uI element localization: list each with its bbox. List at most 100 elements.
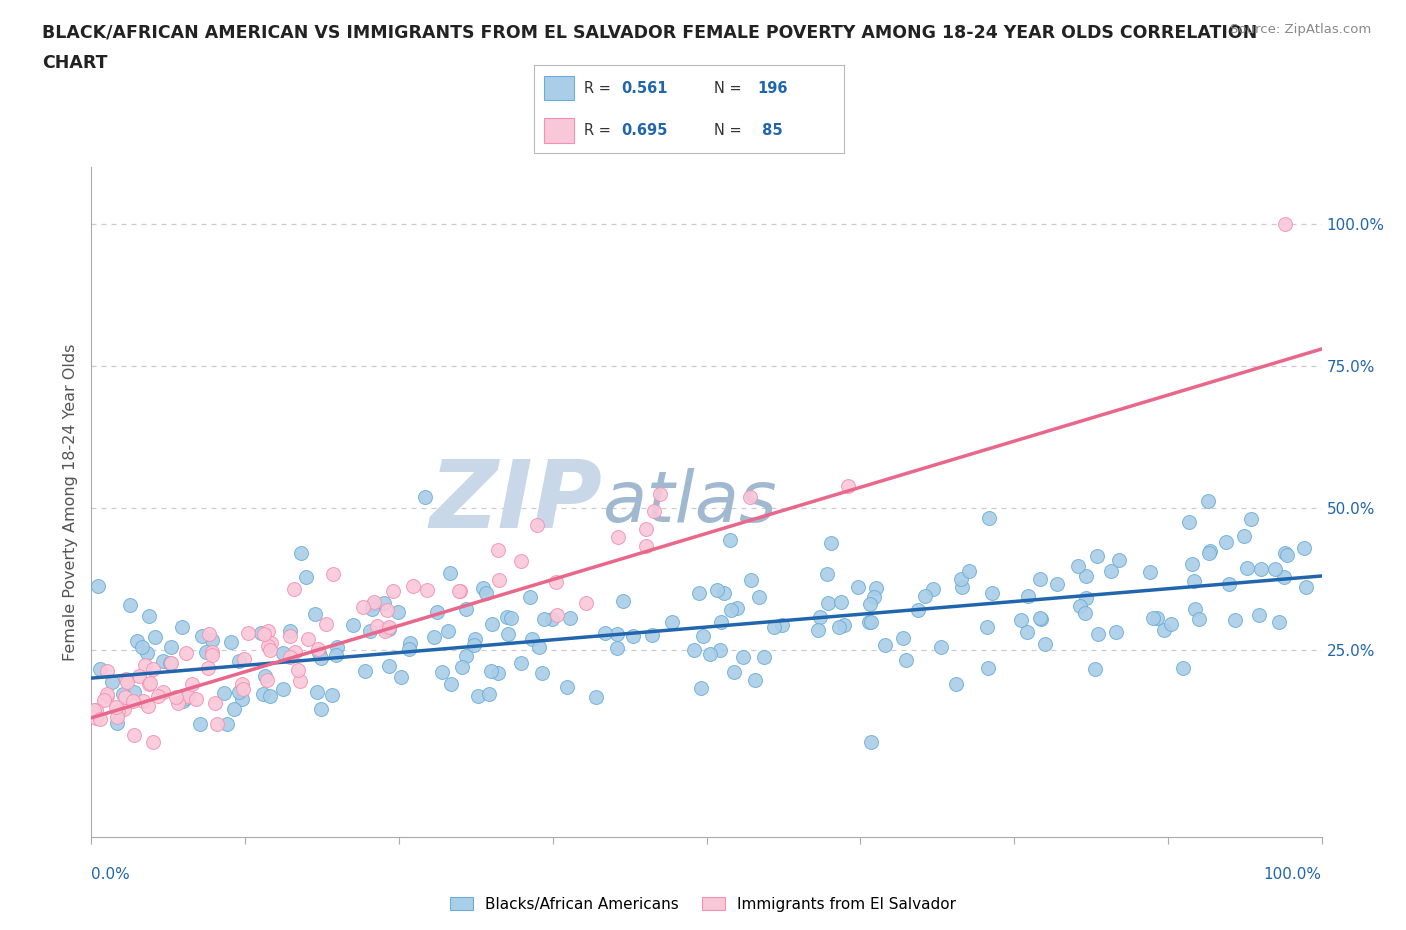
Point bbox=[710, 615, 733, 630]
Point bbox=[139, 676, 162, 691]
Point bbox=[832, 618, 855, 632]
Point bbox=[121, 694, 143, 709]
Point bbox=[236, 625, 259, 640]
Point bbox=[475, 586, 498, 601]
Point bbox=[1033, 637, 1056, 652]
Point bbox=[682, 643, 704, 658]
Point bbox=[87, 578, 110, 593]
Point bbox=[450, 659, 472, 674]
Point bbox=[1074, 591, 1097, 605]
Point bbox=[273, 682, 295, 697]
Point bbox=[752, 650, 775, 665]
Y-axis label: Female Poverty Among 18-24 Year Olds: Female Poverty Among 18-24 Year Olds bbox=[63, 343, 79, 661]
Point bbox=[689, 680, 711, 695]
Point bbox=[198, 626, 221, 641]
Point bbox=[295, 570, 318, 585]
Point bbox=[1017, 624, 1039, 639]
Point bbox=[1233, 529, 1256, 544]
Point bbox=[1275, 548, 1298, 563]
Point bbox=[865, 580, 887, 595]
Point bbox=[606, 529, 628, 544]
Point bbox=[1188, 611, 1211, 626]
Point bbox=[257, 624, 280, 639]
Point bbox=[148, 688, 170, 703]
Point bbox=[398, 636, 420, 651]
Point bbox=[1236, 561, 1258, 576]
Point bbox=[481, 663, 503, 678]
Point bbox=[252, 686, 274, 701]
Point bbox=[181, 677, 204, 692]
Point bbox=[526, 518, 548, 533]
Point bbox=[1247, 608, 1270, 623]
Point bbox=[1198, 546, 1220, 561]
Point bbox=[423, 630, 446, 644]
Point bbox=[131, 640, 153, 655]
Text: atlas: atlas bbox=[602, 468, 776, 537]
Point bbox=[463, 637, 485, 652]
Point bbox=[290, 545, 312, 560]
Point bbox=[278, 650, 301, 665]
Point bbox=[621, 629, 644, 644]
Point bbox=[184, 691, 207, 706]
Point bbox=[138, 677, 160, 692]
Point bbox=[1182, 574, 1205, 589]
Point bbox=[308, 645, 330, 660]
Point bbox=[546, 607, 568, 622]
Point bbox=[1099, 564, 1122, 578]
Point bbox=[361, 597, 384, 612]
Point bbox=[858, 614, 880, 629]
Point bbox=[510, 655, 533, 670]
Point bbox=[558, 610, 581, 625]
Point bbox=[152, 653, 174, 668]
Point bbox=[440, 676, 463, 691]
Point bbox=[413, 490, 436, 505]
Point bbox=[495, 610, 517, 625]
Point bbox=[606, 640, 628, 655]
Text: BLACK/AFRICAN AMERICAN VS IMMIGRANTS FROM EL SALVADOR FEMALE POVERTY AMONG 18-24: BLACK/AFRICAN AMERICAN VS IMMIGRANTS FRO… bbox=[42, 23, 1257, 41]
Point bbox=[89, 711, 111, 726]
Point bbox=[763, 619, 786, 634]
Point bbox=[253, 669, 276, 684]
Point bbox=[315, 617, 337, 631]
Point bbox=[575, 595, 598, 610]
Point bbox=[373, 595, 395, 610]
Point bbox=[366, 618, 388, 633]
Point bbox=[96, 689, 118, 704]
Point bbox=[1215, 535, 1237, 550]
Point bbox=[498, 626, 520, 641]
Point bbox=[1274, 217, 1296, 232]
Point bbox=[260, 635, 283, 650]
Point bbox=[527, 640, 550, 655]
Point bbox=[1250, 562, 1272, 577]
Point bbox=[93, 692, 115, 707]
Point bbox=[1031, 611, 1053, 626]
Point bbox=[510, 553, 533, 568]
Point bbox=[891, 631, 914, 645]
Point bbox=[1223, 613, 1246, 628]
Point bbox=[194, 644, 217, 659]
Point bbox=[541, 612, 564, 627]
Point bbox=[307, 642, 329, 657]
Point bbox=[398, 642, 420, 657]
Point bbox=[1240, 512, 1263, 526]
Point bbox=[533, 611, 555, 626]
Point bbox=[454, 602, 477, 617]
Point bbox=[593, 625, 616, 640]
Point bbox=[478, 687, 501, 702]
Point bbox=[101, 674, 124, 689]
Point bbox=[200, 632, 222, 647]
Point bbox=[84, 711, 107, 725]
Point bbox=[1153, 622, 1175, 637]
Point bbox=[172, 694, 194, 709]
Point bbox=[283, 581, 305, 596]
Point bbox=[740, 572, 762, 587]
Text: R =: R = bbox=[583, 81, 616, 96]
Point bbox=[725, 601, 748, 616]
Point bbox=[174, 691, 197, 706]
Point bbox=[375, 621, 398, 636]
Point bbox=[723, 665, 745, 680]
Point bbox=[980, 586, 1002, 601]
Point bbox=[1084, 661, 1107, 676]
Point bbox=[817, 596, 839, 611]
Point bbox=[387, 604, 409, 619]
